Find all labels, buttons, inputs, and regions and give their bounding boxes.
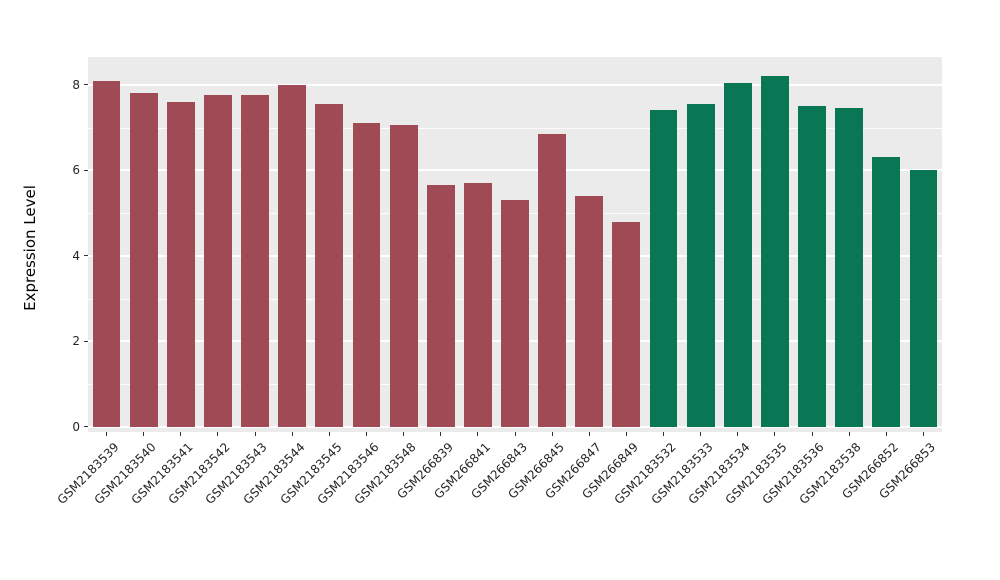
gridline-major	[88, 169, 942, 172]
x-tick-mark	[477, 432, 479, 436]
bar-GSM266839	[426, 185, 455, 427]
x-tick-label: GSM2183541	[128, 440, 196, 507]
x-tick-mark	[774, 432, 776, 436]
x-tick-label: GSM266849	[579, 440, 642, 502]
x-tick-mark	[700, 432, 702, 436]
y-tick-label: 4	[72, 248, 80, 263]
x-tick-mark	[514, 432, 516, 436]
x-tick-label: GSM2183542	[165, 440, 233, 507]
gridline-major	[88, 425, 942, 428]
x-tick-mark	[663, 432, 665, 436]
x-tick-label: GSM266841	[431, 440, 493, 502]
x-tick-label: GSM266845	[505, 440, 568, 502]
bar-GSM266847	[575, 195, 604, 427]
x-tick-mark	[551, 432, 553, 436]
bar-GSM2183538	[835, 108, 864, 427]
x-tick-mark	[848, 432, 850, 436]
x-tick-label: GSM2183539	[54, 440, 122, 507]
x-tick-mark	[143, 432, 145, 436]
x-tick-mark	[885, 432, 887, 436]
x-tick-mark	[811, 432, 813, 436]
x-tick-label: GSM2183546	[314, 440, 382, 507]
bar-GSM266852	[872, 157, 901, 427]
x-tick-label: GSM2183543	[203, 440, 270, 507]
x-tick-mark	[328, 432, 330, 436]
y-axis-title: Expression Level	[21, 185, 39, 311]
bar-GSM2183535	[760, 76, 789, 427]
bar-GSM2183543	[241, 95, 269, 427]
x-tick-label: GSM266839	[394, 440, 456, 502]
bar-GSM2183539	[92, 80, 121, 427]
x-tick-mark	[588, 432, 590, 436]
bar-GSM266845	[538, 133, 567, 427]
x-tick-mark	[440, 432, 442, 436]
bar-GSM266853	[909, 170, 938, 427]
x-tick-label: GSM266847	[542, 440, 605, 502]
x-tick-label: GSM2183545	[277, 440, 345, 507]
x-tick-label: GSM2183538	[797, 440, 865, 507]
y-tick-label: 8	[72, 77, 80, 92]
bar-GSM2183542	[204, 95, 232, 427]
y-tick-label: 0	[72, 419, 80, 434]
x-tick-label: GSM266853	[876, 440, 939, 502]
x-tick-mark	[291, 432, 293, 436]
y-tick-label: 6	[72, 163, 80, 178]
x-tick-mark	[254, 432, 256, 436]
bar-GSM2183534	[723, 82, 752, 427]
bar-GSM2183536	[798, 106, 826, 427]
bar-GSM2183541	[166, 101, 195, 427]
plot-panel	[88, 57, 942, 432]
gridline-major	[88, 83, 942, 86]
x-tick-label: GSM2183534	[685, 440, 753, 507]
x-tick-mark	[403, 432, 405, 436]
x-tick-mark	[922, 432, 924, 436]
x-tick-label: GSM2183544	[240, 440, 308, 507]
gridline-minor	[88, 127, 942, 129]
bar-GSM266841	[463, 183, 492, 427]
bar-GSM2183532	[649, 110, 678, 427]
x-tick-mark	[365, 432, 367, 436]
x-tick-label: GSM266843	[468, 440, 530, 502]
x-tick-mark	[180, 432, 182, 436]
bar-GSM2183548	[389, 125, 418, 427]
bar-GSM266843	[501, 200, 529, 427]
bar-GSM2183546	[352, 123, 381, 427]
bar-GSM2183533	[686, 104, 715, 427]
x-tick-mark	[217, 432, 219, 436]
x-tick-label: GSM2183535	[722, 440, 790, 507]
bar-GSM266849	[612, 221, 641, 427]
bar-GSM2183544	[278, 84, 307, 427]
x-tick-label: GSM2183540	[91, 440, 159, 507]
y-tick-label: 2	[72, 334, 80, 349]
x-tick-mark	[737, 432, 739, 436]
x-tick-label: GSM266852	[839, 440, 902, 502]
x-tick-label: GSM2183533	[648, 440, 716, 507]
x-tick-mark	[106, 432, 108, 436]
x-tick-label: GSM2183532	[611, 440, 679, 507]
x-tick-label: GSM2183548	[351, 440, 419, 507]
bar-GSM2183545	[315, 104, 344, 427]
bar-GSM2183540	[129, 93, 158, 427]
x-tick-label: GSM2183536	[759, 440, 827, 507]
x-tick-mark	[625, 432, 627, 436]
